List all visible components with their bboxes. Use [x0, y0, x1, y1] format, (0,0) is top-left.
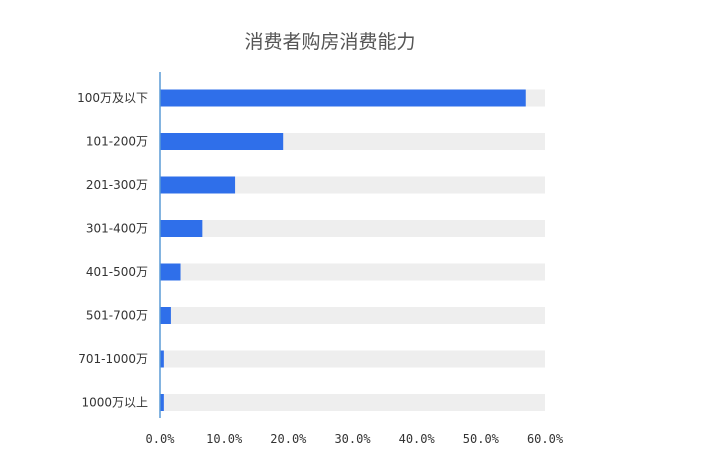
- bar: [160, 133, 284, 150]
- bar: [160, 89, 526, 107]
- x-tick-label: 10.0%: [206, 432, 243, 446]
- category-label: 100万及以下: [77, 91, 148, 105]
- bar-track: [160, 263, 545, 281]
- plot-area: 100万及以下 101-200万 201-300万 301-400万 401-500万 5…: [77, 72, 564, 446]
- category-label: 101-200万: [86, 135, 148, 149]
- category-label: 301-400万: [86, 222, 148, 236]
- bar: [160, 263, 181, 281]
- category-label: 501-700万: [86, 309, 148, 323]
- x-tick-label: 50.0%: [463, 432, 500, 446]
- bar: [160, 220, 203, 237]
- bar-track: [160, 220, 545, 237]
- bar: [160, 176, 236, 194]
- chart-title: 消费者购房消费能力: [244, 31, 415, 53]
- category-label: 401-500万: [86, 265, 148, 279]
- x-tick-label: 60.0%: [527, 432, 564, 446]
- bar: [160, 307, 171, 324]
- bar-track: [160, 350, 545, 368]
- x-tick-label: 40.0%: [399, 432, 436, 446]
- x-tick-label: 20.0%: [270, 432, 307, 446]
- bar: [160, 350, 164, 368]
- bar-track: [160, 307, 545, 324]
- category-label: 1000万以上: [81, 396, 148, 410]
- category-label: 701-1000万: [78, 352, 148, 366]
- bar: [160, 394, 164, 411]
- x-tick-label: 30.0%: [334, 432, 371, 446]
- bar-track: [160, 176, 545, 194]
- x-tick-label: 0.0%: [146, 432, 176, 446]
- category-label: 201-300万: [86, 178, 148, 192]
- bar-track: [160, 394, 545, 411]
